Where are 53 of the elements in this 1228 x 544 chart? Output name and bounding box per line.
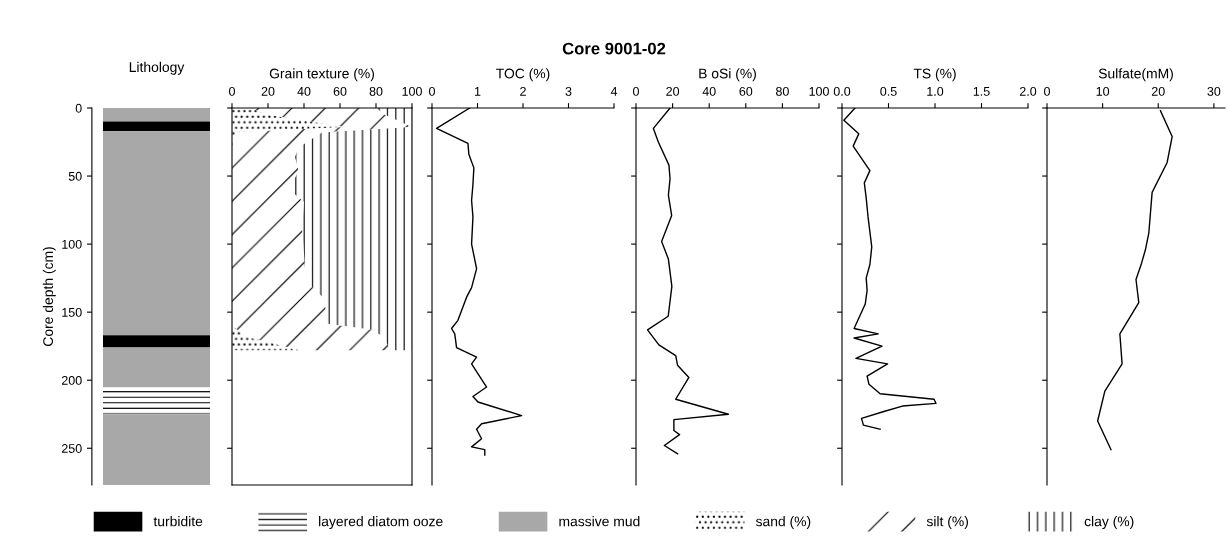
x-tick-label: 1 — [474, 87, 481, 96]
x-tick-label: 2 — [520, 86, 526, 96]
x-tick-label: 60 — [333, 86, 347, 96]
x-tick-label: 80 — [369, 86, 383, 96]
bar — [103, 121, 210, 132]
chart-title: B oSi (%) — [699, 68, 756, 82]
x-tick-label: 10 — [1096, 86, 1110, 96]
y-tick-label: 200 — [61, 376, 82, 385]
x-tick-label: 60 — [739, 86, 753, 96]
x-tick-label: 0 — [229, 86, 235, 96]
x-tick-label: 100 — [402, 86, 422, 96]
chart-title: Sulfate(mM) — [1098, 68, 1173, 82]
x-tick-label: 4 — [610, 87, 618, 96]
x-tick-label: 1.5 — [973, 87, 990, 96]
y-tick-label: 150 — [62, 307, 82, 317]
bar — [103, 387, 210, 415]
bar — [103, 108, 210, 122]
y-tick-label: 250 — [61, 444, 82, 453]
x-tick-label: 40 — [702, 86, 716, 96]
x-tick-label: 20 — [1151, 86, 1165, 96]
legend-label: silt (%) — [926, 516, 968, 530]
bar — [103, 131, 210, 336]
legend-label: turbidite — [153, 516, 203, 527]
text: Core 9001-02 — [562, 42, 666, 55]
x-tick-label: 80 — [775, 86, 789, 96]
legend-label: layered diatom ooze — [319, 516, 443, 530]
x-tick-label: 0 — [429, 86, 435, 96]
x-tick-label: 2.0 — [1019, 86, 1037, 96]
x-tick-label: 0 — [1044, 86, 1050, 96]
bar — [103, 414, 210, 485]
chart-title: TS (%) — [913, 68, 956, 82]
legend-label: massive mud — [559, 516, 640, 527]
bar — [103, 347, 210, 388]
x-tick-label: 0.0 — [833, 86, 851, 96]
x-tick-label: 100 — [809, 86, 829, 96]
chart-title: Lithology — [129, 61, 185, 75]
chart-title: Grain texture (%) — [269, 68, 375, 82]
y-tick-label: 50 — [68, 171, 82, 181]
x-tick-label: 3 — [565, 86, 572, 96]
y-axis-title: Core depth (cm) — [42, 247, 56, 346]
chart-title: TOC (%) — [496, 68, 550, 82]
legend-label: sand (%) — [755, 516, 811, 530]
y-tick-label: 100 — [62, 239, 82, 249]
x-tick-label: 40 — [297, 86, 311, 96]
x-tick-label: 1.0 — [927, 86, 944, 96]
bar — [103, 335, 210, 348]
x-tick-label: 0.5 — [880, 86, 897, 96]
x-tick-label: 30 — [1207, 86, 1221, 96]
x-tick-label: 20 — [666, 86, 680, 96]
x-tick-label: 20 — [261, 86, 275, 96]
legend-label: clay (%) — [1084, 516, 1134, 530]
x-tick-label: 0 — [633, 86, 639, 96]
y-tick-label: 0 — [75, 103, 82, 113]
